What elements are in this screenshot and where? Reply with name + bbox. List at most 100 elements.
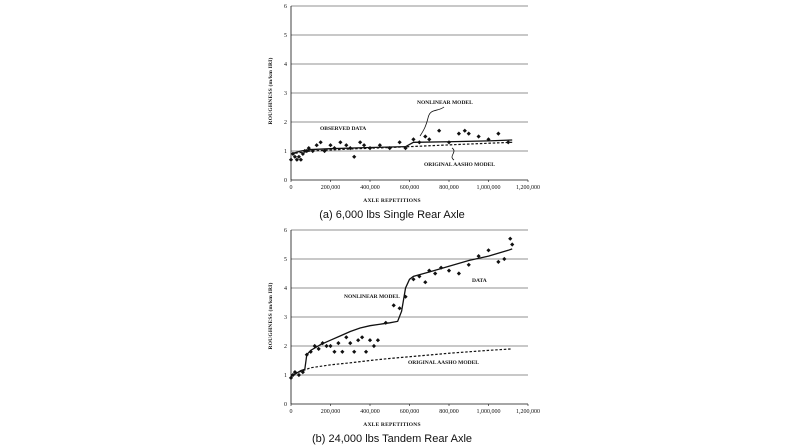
- data-point-b-32: [433, 271, 438, 276]
- data-point-b-38: [486, 248, 491, 253]
- x-tick-label-b-6: 1,200,000: [516, 409, 540, 415]
- data-point-a-36: [476, 134, 481, 139]
- x-tick-label-a-3: 600,000: [400, 185, 420, 191]
- annotation-observed-data: OBSERVED DATA: [320, 126, 366, 132]
- data-point-a-5: [298, 157, 303, 162]
- caption-b: (b) 24,000 lbs Tandem Rear Axle: [312, 433, 472, 445]
- data-point-a-16: [338, 140, 343, 145]
- y-ticks-a: 0 1 2 3 4 5 6: [284, 4, 287, 184]
- data-point-b-37: [476, 254, 481, 259]
- y-axis-label-b: ROUGHNESS (m/km IRI): [267, 283, 274, 350]
- data-point-b-13: [336, 341, 341, 346]
- callout-aasho-a: [451, 147, 455, 161]
- data-point-b-22: [371, 343, 377, 349]
- x-tick-label-b-1: 200,000: [321, 409, 341, 415]
- x-ticks-b: 0 200,000 400,000 600,000 800,000 1,000,000 1,…: [290, 404, 540, 415]
- data-point-a-29: [423, 134, 428, 139]
- data-point-a-21: [361, 143, 367, 148]
- y-axis-label-a: ROUGHNESS (m/km IRI): [267, 58, 274, 125]
- data-point-b-23: [375, 338, 380, 343]
- data-point-b-21: [367, 338, 373, 343]
- data-point-a-39: [506, 140, 511, 145]
- x-axis-label-a: AXLE REPETITIONS: [363, 198, 420, 204]
- x-tick-label-a-5: 1,000,000: [477, 185, 501, 191]
- y-tick-label-b-2: 2: [284, 344, 287, 350]
- data-point-b-31: [427, 268, 432, 273]
- aasho-model-line-a: [290, 141, 513, 155]
- data-point-b-36: [466, 262, 471, 267]
- y-tick-label-b-3: 3: [284, 315, 287, 321]
- data-point-b-10: [324, 343, 329, 349]
- data-point-b-8: [316, 346, 321, 351]
- data-point-a-20: [358, 140, 363, 145]
- y-tick-label-b-5: 5: [284, 257, 287, 263]
- data-point-b-42: [510, 242, 515, 247]
- annotation-aasho-model-b: ORIGINAL AASHO MODEL: [408, 360, 479, 366]
- x-ticks-a: 0 200,000 400,000 600,000 800,000 1,000,000 1,…: [290, 180, 540, 191]
- y-tick-label-b-6: 6: [284, 228, 287, 234]
- grid-a: [291, 5, 528, 152]
- x-tick-label-a-6: 1,200,000: [516, 185, 540, 191]
- data-point-b-39: [496, 259, 501, 264]
- data-point-b-41: [508, 236, 513, 241]
- nonlinear-model-line-b: [290, 248, 513, 378]
- x-tick-label-b-0: 0: [290, 409, 293, 415]
- data-point-b-26: [397, 306, 402, 311]
- y-tick-label-b-1: 1: [284, 373, 287, 379]
- data-point-b-11: [328, 343, 333, 349]
- y-tick-label-a-6: 6: [284, 4, 287, 10]
- data-point-a-35: [466, 131, 471, 136]
- x-tick-label-a-2: 400,000: [360, 185, 380, 191]
- y-ticks-b: 0 1 2 3 4 5 6: [284, 228, 287, 408]
- data-point-b-40: [502, 256, 507, 262]
- data-point-b-0: [288, 375, 294, 380]
- chart-b: 0 1 2 3 4 5 6 0 200,000 400,000 600,000 800,000 1,0…: [267, 228, 540, 445]
- data-point-a-17: [344, 143, 349, 148]
- x-tick-label-b-3: 600,000: [400, 409, 420, 415]
- data-point-a-25: [397, 140, 402, 145]
- data-point-a-0: [288, 157, 294, 162]
- callout-nonlinear-a: [419, 106, 445, 137]
- y-tick-label-a-2: 2: [284, 120, 287, 126]
- x-tick-label-b-4: 800,000: [439, 409, 459, 415]
- data-point-b-35: [456, 271, 461, 276]
- chart-a: 0 1 2 3 4 5 6 0 200,000 400,000 600,000 800,000 1,0…: [267, 4, 540, 221]
- aasho-model-line-b: [290, 348, 513, 376]
- data-point-b-19: [360, 335, 365, 340]
- data-point-b-17: [352, 349, 357, 354]
- grid-b: [291, 229, 528, 376]
- x-tick-label-a-1: 200,000: [321, 185, 341, 191]
- y-tick-label-a-0: 0: [284, 178, 287, 184]
- series-a: [288, 128, 513, 162]
- annotation-data-b: DATA: [472, 278, 487, 284]
- data-point-b-34: [446, 268, 452, 273]
- annotation-aasho-model-a: ORIGINAL AASHO MODEL: [424, 162, 495, 168]
- data-point-b-30: [423, 280, 428, 285]
- data-point-b-12: [332, 349, 337, 354]
- x-tick-label-a-4: 800,000: [439, 185, 459, 191]
- data-point-a-38: [496, 131, 501, 136]
- data-point-a-27: [411, 137, 416, 142]
- y-tick-label-a-1: 1: [284, 149, 287, 155]
- data-point-b-3: [296, 372, 301, 378]
- x-tick-label-b-2: 400,000: [360, 409, 380, 415]
- y-tick-label-a-4: 4: [284, 62, 287, 68]
- data-point-b-29: [417, 274, 422, 279]
- x-tick-label-a-0: 0: [290, 185, 293, 191]
- data-point-b-20: [363, 349, 369, 354]
- data-point-a-23: [377, 143, 382, 148]
- data-point-a-34: [462, 128, 467, 133]
- series-b: [288, 236, 515, 380]
- data-point-a-30: [427, 137, 432, 142]
- x-tick-label-b-5: 1,000,000: [477, 409, 501, 415]
- caption-a: (a) 6,000 lbs Single Rear Axle: [319, 209, 465, 221]
- data-point-a-19: [352, 154, 357, 159]
- annotation-nonlinear-model-b: NONLINEAR MODEL: [344, 294, 400, 300]
- x-axis-label-b: AXLE REPETITIONS: [363, 422, 420, 428]
- y-tick-label-b-4: 4: [284, 286, 287, 292]
- data-point-b-16: [348, 341, 353, 346]
- data-point-b-14: [340, 349, 345, 354]
- y-tick-label-a-3: 3: [284, 91, 287, 97]
- data-point-a-33: [456, 131, 461, 136]
- data-point-b-15: [344, 335, 349, 340]
